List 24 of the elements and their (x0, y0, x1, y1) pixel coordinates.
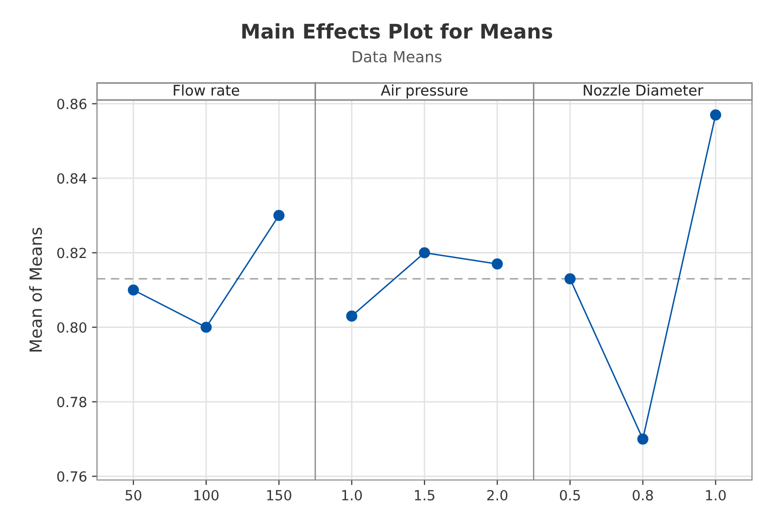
point (128, 284, 139, 296)
y-tick-label: 0.86 (57, 98, 86, 110)
x-tick-label: 150 (267, 490, 292, 500)
y-tick-label: 0.84 (57, 173, 86, 184)
point (273, 210, 284, 222)
x-tick-label: 1.0 (706, 490, 726, 500)
x-tick-label: 1.0 (342, 490, 362, 500)
x-tick-label: 50 (126, 490, 142, 500)
x-tick-label: 2.0 (487, 490, 508, 500)
y-tick-label: 0.78 (57, 396, 86, 408)
text: Data Means (352, 51, 442, 62)
x-tick-label: 100 (194, 490, 218, 500)
y-tick-label: 0.80 (57, 322, 86, 333)
point (200, 322, 212, 333)
chart-title: Nozzle Diameter (584, 84, 704, 96)
text: Main Effects Plot for Means (242, 23, 552, 39)
y-tick-label: 0.76 (57, 471, 86, 482)
x-tick-label: 0.5 (560, 490, 580, 500)
x-tick-label: 0.8 (632, 490, 653, 500)
chart-title: Air pressure (380, 84, 468, 99)
y-axis-title: Mean of Means (29, 228, 42, 352)
x-tick-label: 1.5 (414, 490, 434, 500)
chart-title: Flow rate (174, 84, 240, 96)
y-tick-label: 0.82 (57, 248, 86, 258)
